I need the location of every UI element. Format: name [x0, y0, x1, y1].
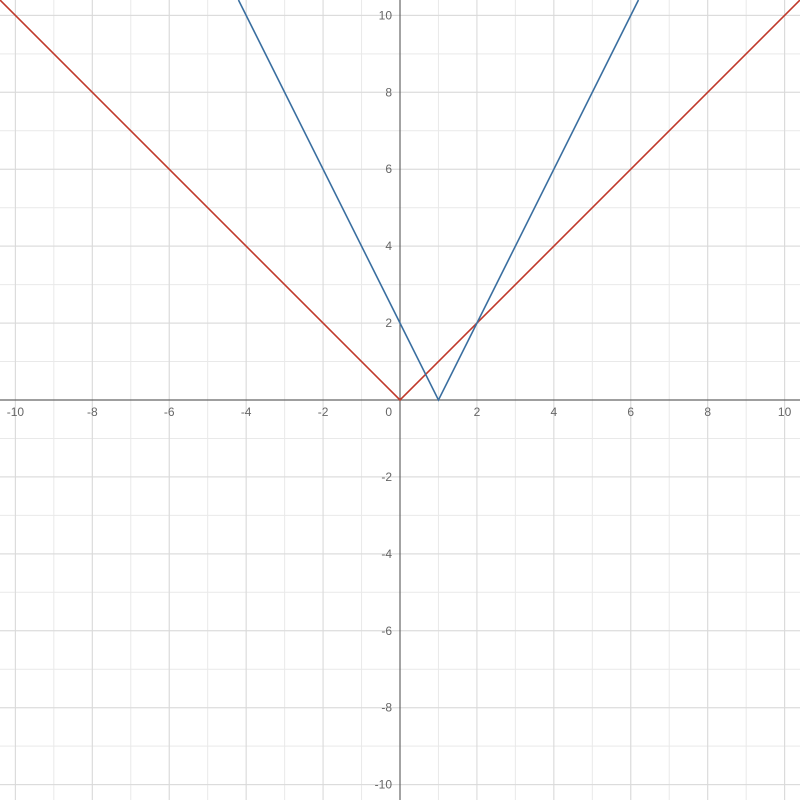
plot-svg: -10 -8 -6 -4 -2 2 4 6 8 10 -10 -8 -6 -4 -2 2 4 6 8 10 0 [0, 0, 800, 800]
coordinate-plane-chart: -10 -8 -6 -4 -2 2 4 6 8 10 -10 -8 -6 -4 -2 2 4 6 8 10 0 [0, 0, 800, 800]
x-tick-label: 10 [778, 405, 792, 419]
y-tick-label: -2 [381, 470, 392, 484]
y-tick-label: 8 [385, 85, 392, 99]
x-tick-label: -2 [318, 405, 329, 419]
x-tick-label: 6 [627, 405, 634, 419]
y-tick-label: -10 [375, 778, 393, 792]
y-tick-label: 6 [385, 162, 392, 176]
y-tick-label: 2 [385, 316, 392, 330]
x-tick-label: -10 [7, 405, 25, 419]
y-tick-label: -8 [381, 701, 392, 715]
origin-label: 0 [385, 405, 392, 419]
x-tick-label: 8 [704, 405, 711, 419]
y-tick-label: 10 [379, 8, 393, 22]
x-tick-label: -6 [164, 405, 175, 419]
x-tick-label: 4 [551, 405, 558, 419]
y-tick-label: -6 [381, 624, 392, 638]
x-tick-label: -8 [87, 405, 98, 419]
y-tick-label: 4 [385, 239, 392, 253]
x-tick-label: 2 [474, 405, 481, 419]
x-tick-label: -4 [241, 405, 252, 419]
y-tick-label: -4 [381, 547, 392, 561]
